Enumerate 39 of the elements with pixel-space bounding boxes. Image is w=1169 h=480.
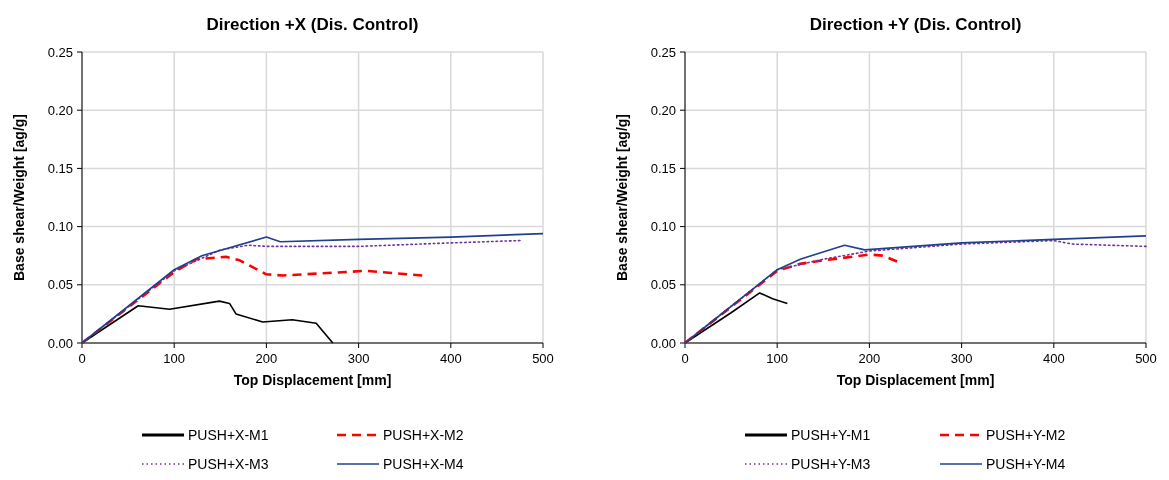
x-tick-label: 0 <box>78 351 86 366</box>
chart-title: Direction +Y (Dis. Control) <box>809 15 1022 34</box>
x-tick-label: 300 <box>950 351 973 366</box>
legend-label: PUSH+X-M3 <box>188 456 269 472</box>
y-tick-label: 0.05 <box>650 277 676 293</box>
y-tick-label: 0.05 <box>47 277 73 293</box>
y-tick-label: 0.00 <box>47 335 73 351</box>
legend-label: PUSH+Y-M4 <box>986 456 1066 472</box>
y-tick-label: 0.10 <box>47 219 73 235</box>
y-tick-label: 0.20 <box>47 102 73 118</box>
x-tick-label: 300 <box>347 351 370 366</box>
x-tick-label: 500 <box>532 351 554 366</box>
y-tick-label: 0.15 <box>650 160 676 176</box>
legend-label: PUSH+Y-M3 <box>791 456 871 472</box>
y-tick-label: 0.15 <box>47 160 73 176</box>
x-tick-label: 200 <box>858 351 881 366</box>
x-tick-label: 400 <box>439 351 462 366</box>
x-tick-label: 500 <box>1135 351 1157 366</box>
x-axis-title: Top Displacement [mm] <box>836 372 995 388</box>
line-series <box>683 253 899 345</box>
y-tick-label: 0.25 <box>650 44 676 60</box>
x-tick-label: 100 <box>163 351 186 366</box>
x-tick-label: 0 <box>681 351 689 366</box>
x-tick-label: 200 <box>255 351 278 366</box>
y-tick-label: 0.25 <box>47 44 73 60</box>
legend-label: PUSH+Y-M1 <box>791 427 871 443</box>
x-tick-label: 100 <box>766 351 789 366</box>
x-tick-label: 400 <box>1042 351 1065 366</box>
legend-label: PUSH+X-M4 <box>383 456 464 472</box>
y-tick-label: 0.10 <box>650 219 676 235</box>
y-tick-label: 0.20 <box>650 102 676 118</box>
y-axis-title: Base shear/Weight [ag/g] <box>614 113 630 282</box>
legend-label: PUSH+X-M1 <box>188 427 269 443</box>
legend-label: PUSH+Y-M2 <box>986 427 1066 443</box>
y-axis-title: Base shear/Weight [ag/g] <box>11 113 27 282</box>
legend-label: PUSH+X-M2 <box>383 427 464 443</box>
chart-title: Direction +X (Dis. Control) <box>206 15 419 34</box>
x-axis-title: Top Displacement [mm] <box>233 372 392 388</box>
y-tick-label: 0.00 <box>650 335 676 351</box>
